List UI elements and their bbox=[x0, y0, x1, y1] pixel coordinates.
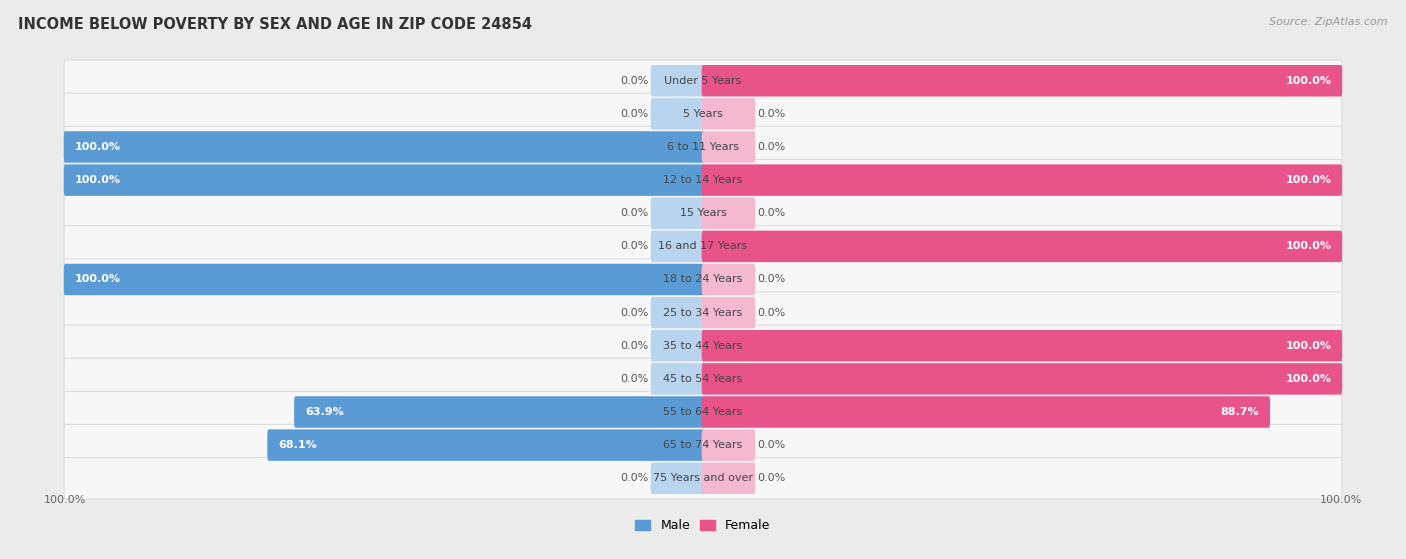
FancyBboxPatch shape bbox=[702, 429, 755, 461]
FancyBboxPatch shape bbox=[65, 424, 1341, 466]
FancyBboxPatch shape bbox=[702, 231, 1343, 262]
FancyBboxPatch shape bbox=[65, 259, 1341, 300]
FancyBboxPatch shape bbox=[65, 358, 1341, 400]
Text: 100.0%: 100.0% bbox=[44, 495, 86, 505]
Text: 12 to 14 Years: 12 to 14 Years bbox=[664, 175, 742, 185]
FancyBboxPatch shape bbox=[65, 60, 1341, 102]
Text: 0.0%: 0.0% bbox=[758, 307, 786, 318]
Text: 0.0%: 0.0% bbox=[620, 307, 648, 318]
FancyBboxPatch shape bbox=[65, 457, 1341, 499]
Text: 0.0%: 0.0% bbox=[620, 341, 648, 350]
FancyBboxPatch shape bbox=[65, 93, 1341, 135]
Text: INCOME BELOW POVERTY BY SEX AND AGE IN ZIP CODE 24854: INCOME BELOW POVERTY BY SEX AND AGE IN Z… bbox=[18, 17, 533, 32]
FancyBboxPatch shape bbox=[702, 98, 755, 130]
Text: 88.7%: 88.7% bbox=[1220, 407, 1260, 417]
Text: 0.0%: 0.0% bbox=[758, 109, 786, 119]
FancyBboxPatch shape bbox=[702, 131, 755, 163]
Text: 0.0%: 0.0% bbox=[758, 440, 786, 450]
FancyBboxPatch shape bbox=[702, 396, 1270, 428]
FancyBboxPatch shape bbox=[63, 164, 704, 196]
FancyBboxPatch shape bbox=[651, 231, 704, 262]
FancyBboxPatch shape bbox=[65, 226, 1341, 267]
Text: 63.9%: 63.9% bbox=[305, 407, 343, 417]
Text: 6 to 11 Years: 6 to 11 Years bbox=[666, 142, 740, 152]
FancyBboxPatch shape bbox=[702, 363, 1343, 395]
Text: 68.1%: 68.1% bbox=[278, 440, 316, 450]
FancyBboxPatch shape bbox=[63, 131, 704, 163]
FancyBboxPatch shape bbox=[651, 197, 704, 229]
FancyBboxPatch shape bbox=[651, 330, 704, 362]
Text: 100.0%: 100.0% bbox=[1320, 495, 1362, 505]
FancyBboxPatch shape bbox=[702, 264, 755, 295]
FancyBboxPatch shape bbox=[65, 391, 1341, 433]
Text: 45 to 54 Years: 45 to 54 Years bbox=[664, 374, 742, 384]
Text: 0.0%: 0.0% bbox=[758, 142, 786, 152]
FancyBboxPatch shape bbox=[702, 297, 755, 328]
FancyBboxPatch shape bbox=[702, 164, 1343, 196]
Text: 5 Years: 5 Years bbox=[683, 109, 723, 119]
Text: 55 to 64 Years: 55 to 64 Years bbox=[664, 407, 742, 417]
Text: 65 to 74 Years: 65 to 74 Years bbox=[664, 440, 742, 450]
Text: 100.0%: 100.0% bbox=[1285, 341, 1331, 350]
Text: 0.0%: 0.0% bbox=[758, 209, 786, 218]
FancyBboxPatch shape bbox=[702, 462, 755, 494]
FancyBboxPatch shape bbox=[63, 264, 704, 295]
Text: Source: ZipAtlas.com: Source: ZipAtlas.com bbox=[1270, 17, 1388, 27]
Text: 100.0%: 100.0% bbox=[75, 175, 121, 185]
Text: 75 Years and over: 75 Years and over bbox=[652, 473, 754, 484]
Text: 0.0%: 0.0% bbox=[758, 473, 786, 484]
Text: 25 to 34 Years: 25 to 34 Years bbox=[664, 307, 742, 318]
FancyBboxPatch shape bbox=[702, 197, 755, 229]
FancyBboxPatch shape bbox=[65, 126, 1341, 168]
FancyBboxPatch shape bbox=[65, 292, 1341, 333]
FancyBboxPatch shape bbox=[267, 429, 704, 461]
Text: 15 Years: 15 Years bbox=[679, 209, 727, 218]
Text: 35 to 44 Years: 35 to 44 Years bbox=[664, 341, 742, 350]
Text: Under 5 Years: Under 5 Years bbox=[665, 75, 741, 86]
Text: 0.0%: 0.0% bbox=[620, 109, 648, 119]
Text: 100.0%: 100.0% bbox=[75, 274, 121, 285]
FancyBboxPatch shape bbox=[65, 325, 1341, 367]
FancyBboxPatch shape bbox=[65, 159, 1341, 201]
Text: 0.0%: 0.0% bbox=[620, 209, 648, 218]
Text: 100.0%: 100.0% bbox=[1285, 241, 1331, 252]
Text: 0.0%: 0.0% bbox=[758, 274, 786, 285]
Text: 0.0%: 0.0% bbox=[620, 75, 648, 86]
Text: 18 to 24 Years: 18 to 24 Years bbox=[664, 274, 742, 285]
Legend: Male, Female: Male, Female bbox=[630, 514, 776, 537]
Text: 0.0%: 0.0% bbox=[620, 241, 648, 252]
FancyBboxPatch shape bbox=[294, 396, 704, 428]
FancyBboxPatch shape bbox=[651, 363, 704, 395]
FancyBboxPatch shape bbox=[651, 65, 704, 97]
Text: 100.0%: 100.0% bbox=[1285, 175, 1331, 185]
Text: 100.0%: 100.0% bbox=[75, 142, 121, 152]
FancyBboxPatch shape bbox=[702, 330, 1343, 362]
FancyBboxPatch shape bbox=[65, 192, 1341, 234]
Text: 0.0%: 0.0% bbox=[620, 473, 648, 484]
FancyBboxPatch shape bbox=[651, 462, 704, 494]
Text: 16 and 17 Years: 16 and 17 Years bbox=[658, 241, 748, 252]
FancyBboxPatch shape bbox=[702, 65, 1343, 97]
Text: 100.0%: 100.0% bbox=[1285, 75, 1331, 86]
FancyBboxPatch shape bbox=[651, 98, 704, 130]
Text: 0.0%: 0.0% bbox=[620, 374, 648, 384]
Text: 100.0%: 100.0% bbox=[1285, 374, 1331, 384]
FancyBboxPatch shape bbox=[651, 297, 704, 328]
